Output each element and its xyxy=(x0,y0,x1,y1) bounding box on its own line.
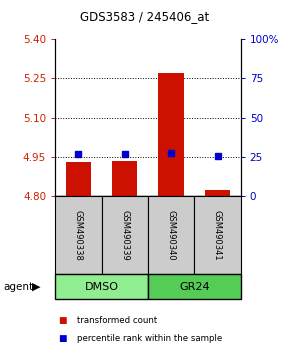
Text: GSM490339: GSM490339 xyxy=(120,210,129,261)
Bar xyxy=(205,190,230,196)
Text: percentile rank within the sample: percentile rank within the sample xyxy=(77,333,222,343)
Text: DMSO: DMSO xyxy=(84,282,119,292)
Text: transformed count: transformed count xyxy=(77,316,157,325)
Text: agent: agent xyxy=(3,282,33,292)
Text: ▶: ▶ xyxy=(32,282,41,292)
Bar xyxy=(194,196,241,274)
Bar xyxy=(148,196,194,274)
Bar xyxy=(148,274,241,299)
Text: GR24: GR24 xyxy=(179,282,210,292)
Text: ■: ■ xyxy=(58,333,66,343)
Text: GSM490341: GSM490341 xyxy=(213,210,222,261)
Text: GSM490340: GSM490340 xyxy=(166,210,176,261)
Bar xyxy=(55,274,148,299)
Text: GSM490338: GSM490338 xyxy=(74,210,83,261)
Text: ■: ■ xyxy=(58,316,66,325)
Bar xyxy=(102,196,148,274)
Bar xyxy=(66,162,91,196)
Bar xyxy=(112,161,137,196)
Text: GDS3583 / 245406_at: GDS3583 / 245406_at xyxy=(80,10,210,23)
Bar xyxy=(158,73,184,196)
Bar xyxy=(55,196,102,274)
